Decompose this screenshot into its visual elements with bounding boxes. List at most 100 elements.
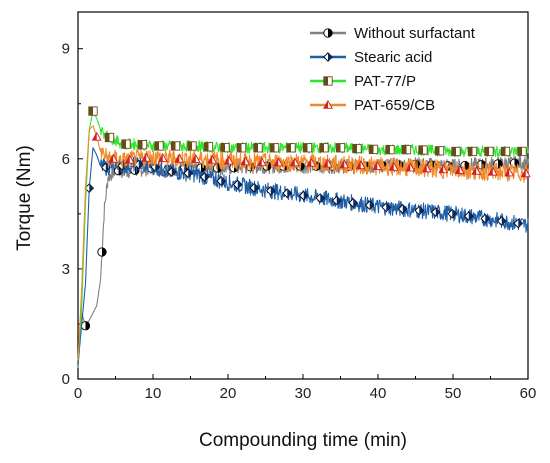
- x-tick-label: 20: [220, 385, 237, 402]
- series-marker: [249, 182, 260, 193]
- axes-layer: 0 10 20 30 40 50 60 0 3 6 9: [62, 11, 537, 402]
- series-marker: [447, 208, 458, 219]
- series-marker: [108, 153, 119, 163]
- series-marker: [91, 131, 102, 141]
- series-marker: [253, 143, 263, 153]
- series-marker: [496, 216, 507, 226]
- series-marker: [157, 153, 168, 162]
- series-marker: [124, 154, 135, 164]
- series-marker: [183, 168, 194, 179]
- legend-label: Without surfactant: [354, 25, 476, 42]
- x-axis-title: Compounding time (min): [199, 430, 407, 451]
- series-marker: [137, 140, 148, 150]
- series-marker: [141, 152, 152, 162]
- series-marker: [170, 141, 181, 151]
- series-marker: [405, 162, 416, 172]
- series-marker: [273, 157, 284, 167]
- series-marker: [388, 161, 399, 171]
- x-tick-label: 50: [445, 385, 462, 402]
- series-2: [77, 147, 529, 365]
- series-marker: [302, 143, 313, 153]
- series-marker: [80, 321, 91, 331]
- series-layer: [77, 106, 531, 369]
- series-marker: [286, 143, 296, 153]
- series-marker: [232, 179, 243, 190]
- series-marker: [240, 156, 251, 166]
- series-marker: [289, 157, 300, 167]
- y-tick-label: 0: [62, 371, 70, 388]
- series-marker: [471, 165, 482, 175]
- x-tick-label: 30: [295, 385, 312, 402]
- series-marker: [174, 153, 185, 163]
- series-marker: [339, 159, 350, 169]
- series-marker: [421, 163, 432, 173]
- series-marker: [372, 160, 383, 170]
- series-line: [77, 154, 529, 369]
- series-1: [77, 154, 529, 369]
- series-marker: [467, 146, 478, 157]
- y-axis-title: Torque (Nm): [14, 145, 35, 251]
- series-marker: [430, 207, 441, 217]
- series-marker: [500, 146, 511, 157]
- y-tick-label: 6: [62, 151, 70, 168]
- series-line: [77, 125, 529, 361]
- series-marker: [319, 143, 329, 153]
- legend-marker: [323, 28, 333, 38]
- series-marker: [484, 146, 494, 157]
- series-marker: [414, 205, 425, 216]
- series-marker: [480, 213, 491, 224]
- series-marker: [355, 160, 366, 170]
- series-marker: [434, 146, 445, 156]
- series-marker: [154, 141, 164, 151]
- legend-marker: [323, 52, 333, 62]
- series-marker: [487, 166, 498, 176]
- series-marker: [187, 141, 197, 151]
- series-marker: [397, 204, 408, 214]
- series-marker: [352, 143, 362, 154]
- x-tick-label: 10: [145, 385, 162, 402]
- legend-label: PAT-659/CB: [354, 97, 435, 114]
- series-marker: [104, 132, 115, 143]
- legend-item: PAT-77/P: [310, 73, 416, 90]
- series-marker: [517, 146, 527, 157]
- series-marker: [463, 211, 474, 221]
- series-marker: [298, 190, 309, 201]
- series-marker: [223, 155, 234, 165]
- series-marker: [401, 144, 412, 155]
- series-marker: [438, 164, 449, 174]
- series-marker: [504, 167, 515, 177]
- x-tick-label: 0: [74, 385, 82, 402]
- y-tick-label: 9: [62, 41, 70, 58]
- series-marker: [331, 195, 342, 206]
- series-marker: [368, 144, 379, 155]
- series-marker: [207, 154, 218, 164]
- series-marker: [451, 146, 461, 157]
- series-marker: [364, 200, 375, 211]
- series-marker: [385, 144, 395, 155]
- series-marker: [220, 142, 230, 153]
- series-marker: [520, 168, 531, 178]
- series-marker: [166, 167, 177, 177]
- legend-marker: [323, 99, 333, 109]
- series-marker: [121, 139, 131, 149]
- series-marker: [282, 188, 293, 199]
- series-marker: [190, 153, 201, 163]
- series-marker: [315, 193, 326, 203]
- x-tick-label: 60: [520, 385, 537, 402]
- series-marker: [256, 157, 267, 167]
- series-marker: [203, 142, 214, 152]
- series-marker: [236, 143, 247, 153]
- legend-item: PAT-659/CB: [310, 97, 435, 114]
- series-marker: [322, 158, 333, 168]
- legend-item: Stearic acid: [310, 49, 432, 66]
- series-marker: [335, 143, 346, 153]
- series-marker: [216, 176, 227, 186]
- legend-label: Stearic acid: [354, 49, 432, 66]
- series-4: [77, 125, 531, 361]
- series-marker: [418, 145, 428, 155]
- legend-item: Without surfactant: [310, 25, 476, 42]
- legend-label: PAT-77/P: [354, 73, 416, 90]
- series-line: [77, 147, 529, 365]
- series-marker: [265, 185, 276, 196]
- series-marker: [454, 165, 465, 174]
